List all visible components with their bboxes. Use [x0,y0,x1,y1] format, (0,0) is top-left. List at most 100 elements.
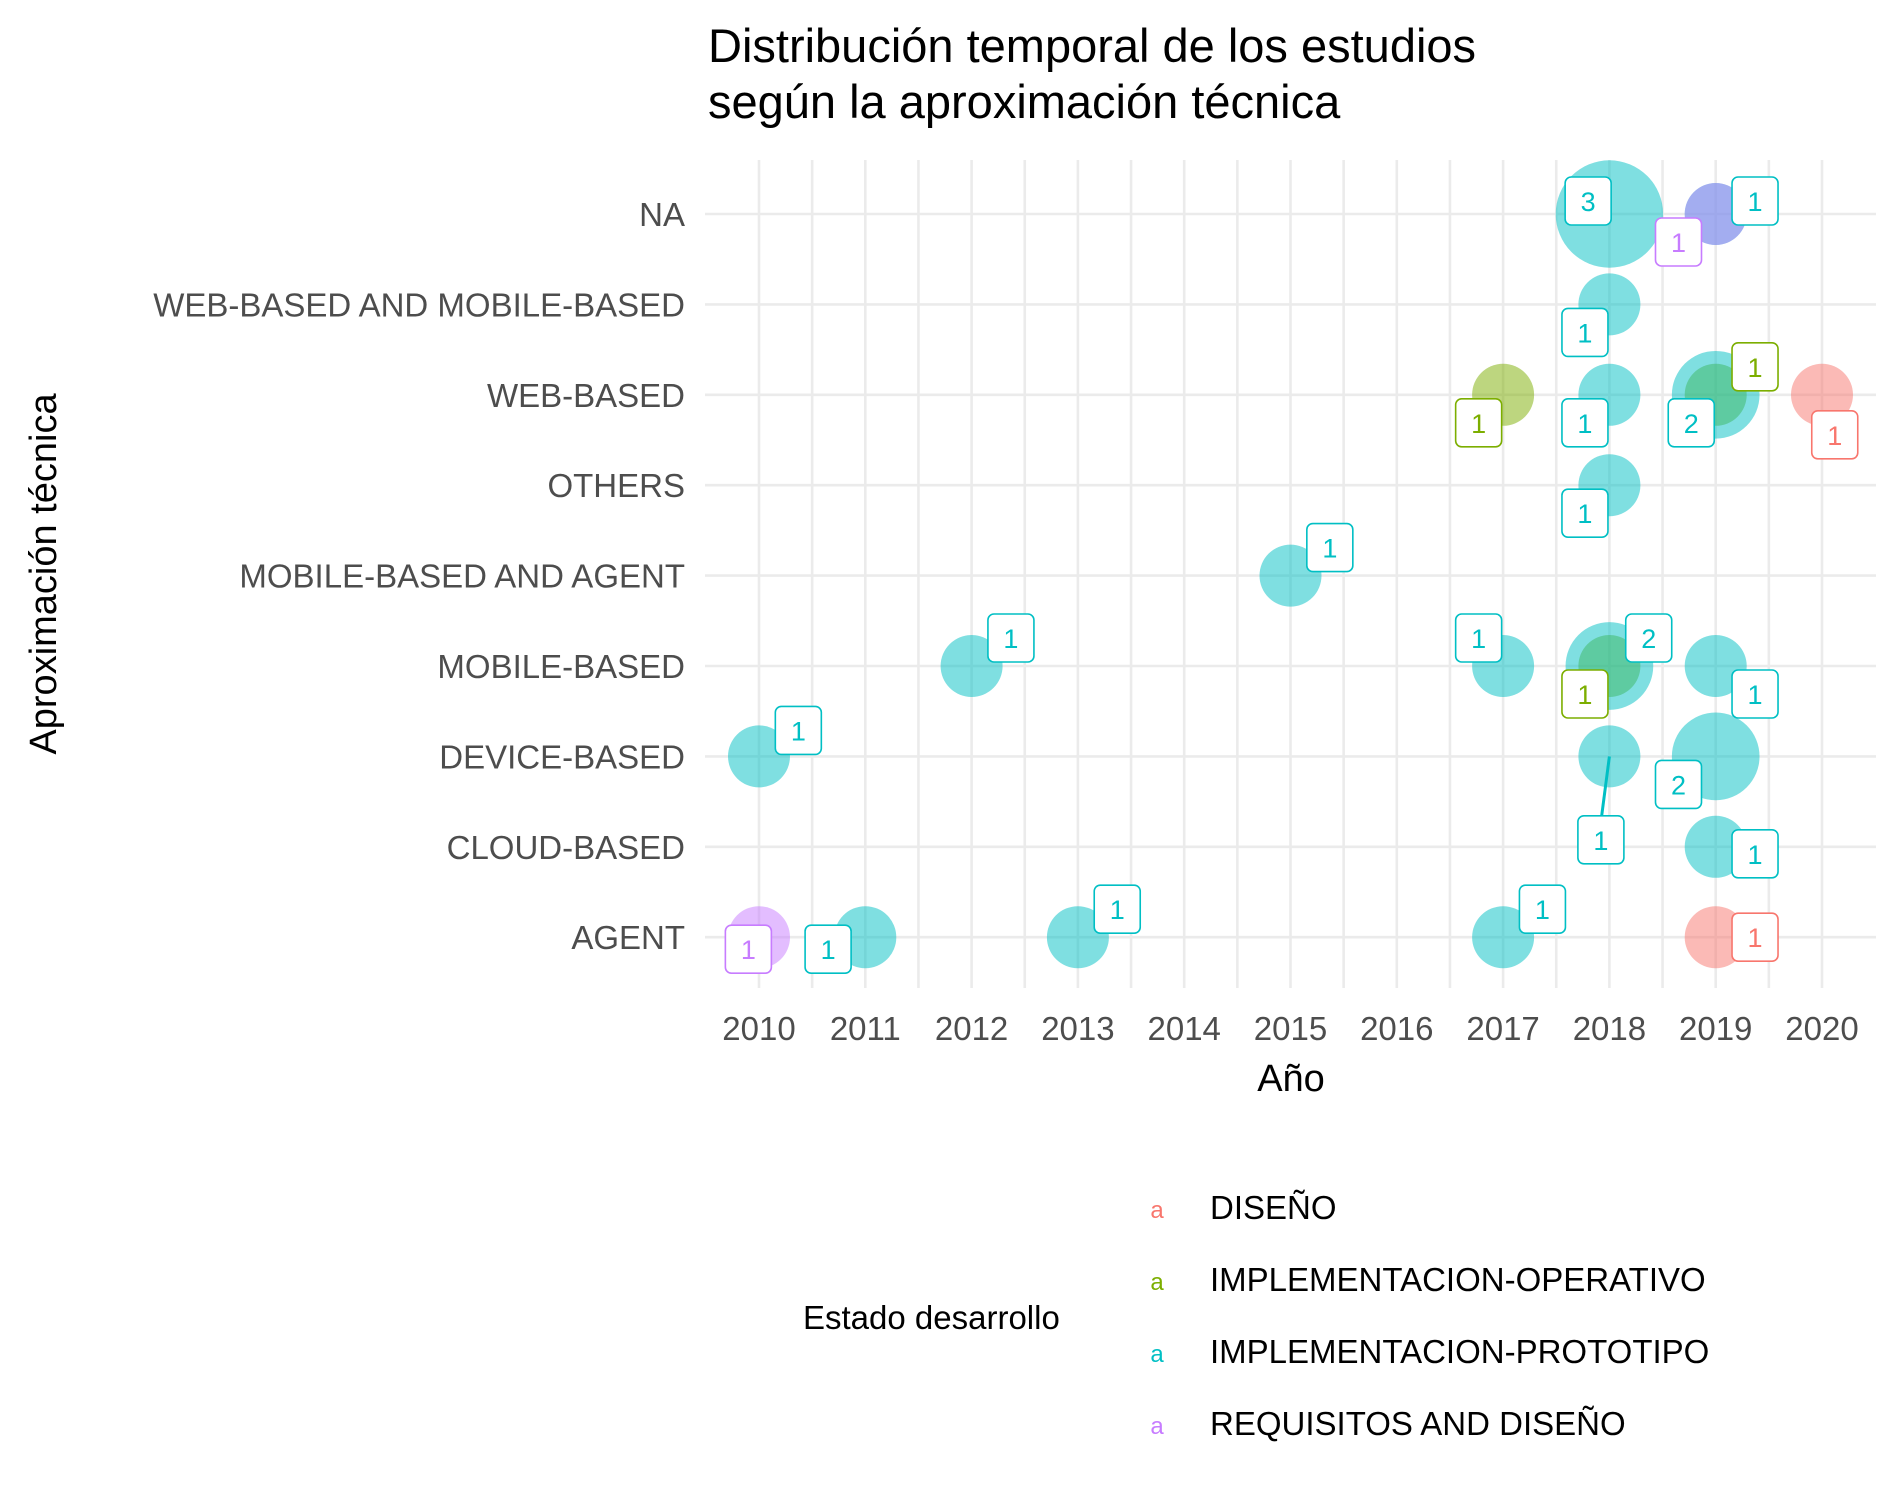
count-label-text: 1 [1577,499,1592,529]
x-tick-label: 2013 [1041,1010,1114,1047]
legend-key: a [1150,1269,1164,1296]
legend-title: Estado desarrollo [803,1299,1060,1336]
x-tick-label: 2020 [1785,1010,1858,1047]
count-label: 1 [1731,912,1779,963]
count-label: 2 [1667,397,1716,448]
x-tick-label: 2012 [935,1010,1008,1047]
count-label-text: 2 [1641,624,1656,654]
count-label-text: 1 [1471,624,1486,654]
y-tick-label: OTHERS [547,467,685,504]
legend-label: IMPLEMENTACION-OPERATIVO [1210,1261,1706,1298]
x-tick-label: 2015 [1254,1010,1327,1047]
legend-label: IMPLEMENTACION-PROTOTIPO [1210,1333,1709,1370]
count-label: 1 [1654,217,1703,267]
count-label-text: 1 [1577,409,1592,439]
count-labels: 3 1 1 1 1 1 2 1 1 1 1 1 1 2 1 1 1 2 1 1 1 1 1 1 1 [724,176,1859,975]
count-label: 1 [1810,409,1859,460]
data-point [1259,544,1322,607]
count-label-text: 1 [1535,895,1550,925]
label-leader-line [1599,756,1611,822]
count-label: 1 [1731,669,1779,719]
count-label-text: 2 [1671,770,1686,800]
count-label: 2 [1624,613,1673,663]
data-point [1684,635,1747,697]
count-label-text: 1 [1827,421,1842,451]
chart-title-line: Distribución temporal de los estudios [708,19,1476,72]
count-label: 1 [1093,884,1142,935]
legend-items: a DISEÑO a IMPLEMENTACION-OPERATIVO a IMPLEME… [1150,1189,1709,1442]
count-label-text: 1 [1577,680,1592,710]
count-label: 3 [1564,176,1612,226]
y-axis-ticks: NA WEB-BASED AND MOBILE-BASED WEB-BASED OTH… [153,196,685,956]
x-tick-label: 2016 [1360,1010,1433,1047]
count-label: 1 [724,924,773,975]
count-label: 1 [1731,341,1779,392]
count-label: 1 [1454,613,1503,663]
count-label-text: 1 [1748,187,1763,217]
y-tick-label: WEB-BASED AND MOBILE-BASED [153,286,685,323]
x-tick-label: 2018 [1573,1010,1646,1047]
data-point [1472,906,1535,969]
count-label: 1 [1561,397,1609,448]
count-label: 1 [1731,176,1779,226]
count-label-text: 1 [821,935,836,965]
x-tick-label: 2017 [1466,1010,1539,1047]
count-label: 1 [1561,307,1609,358]
count-label-text: 1 [1748,680,1763,710]
data-point [728,725,790,788]
chart-title-line: según la aproximación técnica [708,75,1341,128]
grid [705,160,1876,988]
x-tick-label: 2011 [830,1010,901,1047]
count-label-text: 1 [1322,534,1337,564]
chart-title: Distribución temporal de los estudios seg… [708,19,1476,128]
x-tick-label: 2014 [1147,1010,1220,1047]
legend-key: a [1150,1197,1164,1224]
y-tick-label: MOBILE-BASED AND AGENT [239,558,685,595]
legend-key: a [1150,1413,1164,1440]
count-label: 2 [1654,759,1703,810]
y-tick-label: NA [639,196,685,233]
count-label-text: 1 [1593,826,1608,856]
y-tick-label: AGENT [571,919,685,956]
y-axis-title: Aproximación técnica [23,393,65,755]
count-label: 1 [1306,522,1354,573]
count-label-text: 2 [1684,409,1699,439]
y-tick-label: MOBILE-BASED [437,648,685,685]
x-tick-label: 2010 [722,1010,795,1047]
legend-key: a [1150,1341,1164,1368]
count-label: 1 [1577,814,1625,865]
legend-label: REQUISITOS AND DISEÑO [1210,1405,1626,1442]
count-label: 1 [804,924,852,975]
x-tick-label: 2019 [1679,1010,1752,1047]
count-label: 1 [1731,828,1779,879]
count-label-text: 1 [1671,228,1686,258]
legend: Estado desarrollo a DISEÑO a IMPLEMENTACION… [803,1189,1709,1442]
x-axis-title: Año [1257,1058,1325,1100]
count-label: 1 [987,613,1035,663]
y-tick-label: DEVICE-BASED [439,738,685,775]
legend-label: DISEÑO [1210,1189,1337,1226]
data-point [1046,906,1109,969]
count-label-text: 1 [1110,895,1125,925]
count-label-text: 1 [1748,923,1763,953]
count-label-text: 1 [1748,840,1763,870]
count-label: 1 [1561,488,1609,539]
data-point [940,635,1003,697]
data-point [1684,906,1747,969]
count-label: 1 [1561,669,1609,719]
count-label: 1 [774,705,823,756]
count-label-text: 1 [1748,353,1763,383]
data-point [1684,815,1747,878]
x-axis-ticks: 2010 2011 2012 2013 2014 2015 2016 2017 2018 2019… [722,1010,1858,1047]
y-tick-label: CLOUD-BASED [447,829,685,866]
count-label: 1 [1518,884,1567,935]
count-label: 1 [1454,397,1503,448]
y-tick-label: WEB-BASED [487,377,685,414]
count-label-text: 1 [1577,318,1592,348]
count-label-text: 1 [791,716,806,746]
count-label-text: 1 [1471,409,1486,439]
count-label-text: 1 [1003,624,1018,654]
count-label-text: 3 [1581,187,1596,217]
count-label-text: 1 [741,935,756,965]
